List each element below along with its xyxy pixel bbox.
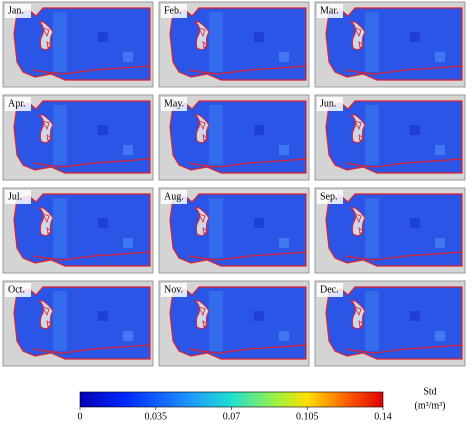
panel-frame xyxy=(2,187,154,274)
label-box xyxy=(5,97,31,111)
label-box xyxy=(317,283,343,297)
label-box xyxy=(317,4,343,18)
label-box xyxy=(161,283,187,297)
map-panel: Mar. xyxy=(314,1,466,88)
label-box xyxy=(5,190,31,204)
map-panel: Aug. xyxy=(158,187,310,274)
panel-frame xyxy=(2,280,154,367)
map-panel: Sep. xyxy=(314,187,466,274)
month-label: Mar. xyxy=(320,5,339,16)
month-label: Feb. xyxy=(164,5,182,16)
map-panel: Oct. xyxy=(2,280,154,367)
label-box xyxy=(317,97,343,111)
panel-frame xyxy=(158,280,310,367)
month-label: Jun. xyxy=(320,98,336,109)
label-box xyxy=(161,97,187,111)
map-panel: Nov. xyxy=(158,280,310,367)
month-label: Dec. xyxy=(320,284,339,295)
map-panel: Jan. xyxy=(2,1,154,88)
month-label: Jan. xyxy=(8,5,24,16)
colorbar-tick-label: 0.07 xyxy=(223,411,241,422)
map-panel: Apr. xyxy=(2,94,154,181)
label-box xyxy=(161,190,187,204)
label-box xyxy=(5,283,31,297)
colorbar-tick-label: 0 xyxy=(78,411,83,422)
panel-frame xyxy=(314,187,466,274)
month-label: Jul. xyxy=(8,191,22,202)
map-panel: May. xyxy=(158,94,310,181)
colorbar-unit: (m³/m³) xyxy=(415,400,446,411)
label-box xyxy=(5,4,31,18)
panel-frame xyxy=(2,94,154,181)
month-label: Apr. xyxy=(8,98,26,109)
label-box xyxy=(161,4,187,18)
colorbar xyxy=(79,391,384,408)
label-box xyxy=(317,190,343,204)
colorbar-tick-label: 0.105 xyxy=(296,411,319,422)
panel-frame xyxy=(314,1,466,88)
map-panel: Dec. xyxy=(314,280,466,367)
month-label: Oct. xyxy=(8,284,25,295)
panel-frame xyxy=(314,94,466,181)
month-label: May. xyxy=(164,98,184,109)
map-panel: Feb. xyxy=(158,1,310,88)
month-label: Nov. xyxy=(164,284,183,295)
colorbar-tick-label: 0.14 xyxy=(374,411,392,422)
map-panel: Jul. xyxy=(2,187,154,274)
panel-grid: Jan. Feb. Mar. Apr. May. Jun. Jul. Aug. Sep. Oct.… xyxy=(2,1,466,367)
panel-frame xyxy=(2,1,154,88)
panel-frame xyxy=(314,280,466,367)
panel-frame xyxy=(158,1,310,88)
colorbar-title: Std xyxy=(423,386,436,397)
month-label: Aug. xyxy=(164,191,184,202)
map-panel: Jun. xyxy=(314,94,466,181)
colorbar-tick-label: 0.035 xyxy=(145,411,168,422)
panel-frame xyxy=(158,187,310,274)
panel-frame xyxy=(158,94,310,181)
month-label: Sep. xyxy=(320,191,338,202)
